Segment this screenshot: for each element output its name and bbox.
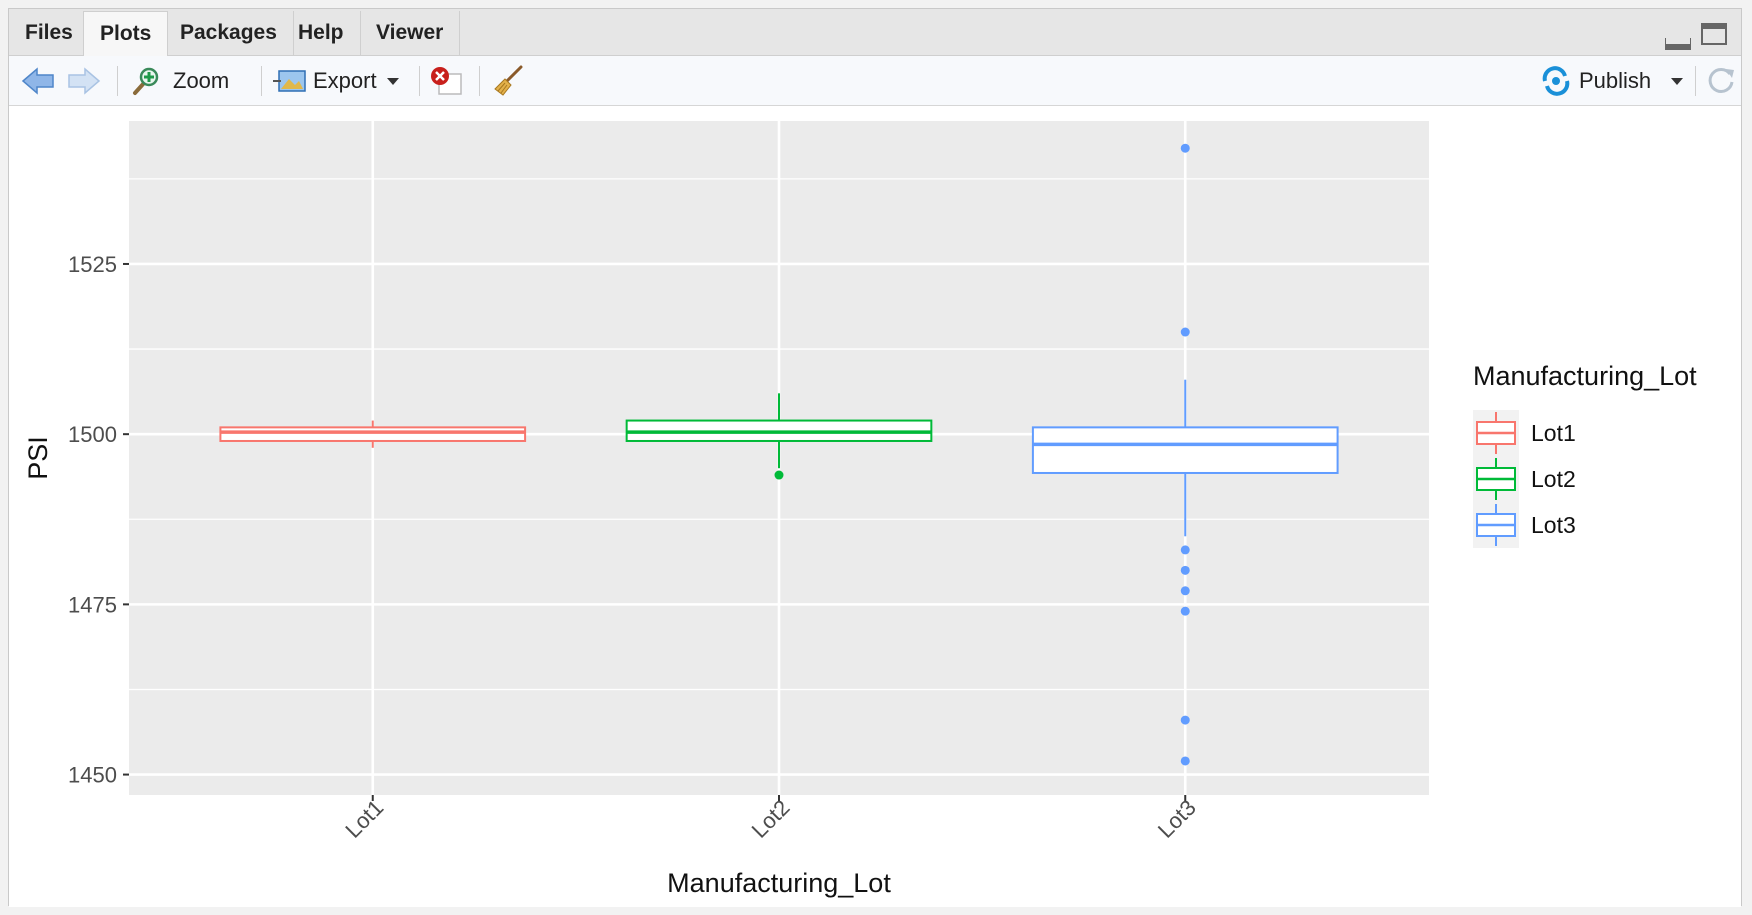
x-tick-label: Lot3 [1153,795,1201,843]
window-controls [1659,23,1727,50]
toolbar-separator [479,66,480,96]
y-tick-label: 1500 [68,422,117,447]
outlier-point [1181,566,1190,575]
toolbar-separator [1695,66,1696,96]
export-label: Export [313,68,377,94]
toolbar-separator [419,66,420,96]
toolbar-separator [261,66,262,96]
legend-label: Lot1 [1531,420,1576,446]
legend-key-lot1: Lot1 [1473,410,1576,456]
legend-title: Manufacturing_Lot [1473,361,1697,391]
outlier-point [775,471,784,480]
tab-packages[interactable]: Packages [164,11,294,56]
outlier-point [1181,716,1190,725]
export-image-icon [273,66,307,96]
delete-plot-icon [429,66,465,96]
maximize-pane-button[interactable] [1701,23,1727,45]
previous-plot-button[interactable] [21,56,55,106]
plots-toolbar: Zoom Export [9,56,1741,106]
outlier-point [1181,607,1190,616]
outlier-point [1181,144,1190,153]
next-plot-button[interactable] [67,56,101,106]
remove-plot-button[interactable] [429,56,465,106]
publish-label: Publish [1579,68,1651,94]
zoom-label: Zoom [173,68,229,94]
x-tick-label: Lot1 [340,795,388,843]
zoom-icon [131,66,161,96]
y-tick-label: 1475 [68,592,117,617]
arrow-right-icon [67,66,101,96]
legend: Manufacturing_Lot Lot1 Lot2 Lot3 [1473,361,1697,548]
outlier-point [1181,545,1190,554]
tab-files[interactable]: Files [9,11,90,56]
refresh-icon [1706,66,1736,96]
arrow-left-icon [21,66,55,96]
legend-label: Lot2 [1531,466,1576,492]
publish-icon [1539,66,1573,96]
x-axis-title: Manufacturing_Lot [667,868,891,898]
outlier-point [1181,756,1190,765]
tab-help[interactable]: Help [282,11,361,56]
y-axis-title: PSI [23,436,53,480]
clear-all-plots-button[interactable] [493,56,525,106]
box-iqr [1033,427,1338,473]
toolbar-separator [117,66,118,96]
chevron-down-icon [387,78,399,85]
tab-plots[interactable]: Plots [83,11,168,57]
outlier-point [1181,586,1190,595]
broom-icon [493,65,525,97]
export-button[interactable]: Export [273,56,399,106]
chevron-down-icon [1671,78,1683,85]
legend-key-lot2: Lot2 [1473,456,1576,502]
plots-pane: Files Plots Packages Help Viewer [8,8,1742,906]
tab-viewer[interactable]: Viewer [360,11,460,56]
publish-button[interactable]: Publish [1539,56,1683,106]
refresh-button[interactable] [1706,56,1736,106]
y-tick-label: 1525 [68,252,117,277]
boxplot-chart: 1450 1475 1500 1525 Lot1 Lot2 Lot3 Manufactur… [9,106,1743,907]
x-tick-label: Lot2 [747,795,795,843]
plot-viewport: 1450 1475 1500 1525 Lot1 Lot2 Lot3 Manufactur… [9,106,1741,907]
minimize-pane-button[interactable] [1665,38,1691,50]
zoom-button[interactable]: Zoom [131,56,229,106]
box-iqr [220,427,525,441]
outlier-point [1181,328,1190,337]
legend-label: Lot3 [1531,512,1576,538]
legend-key-lot3: Lot3 [1473,502,1576,548]
y-tick-label: 1450 [68,763,117,788]
pane-tab-bar: Files Plots Packages Help Viewer [9,9,1741,56]
